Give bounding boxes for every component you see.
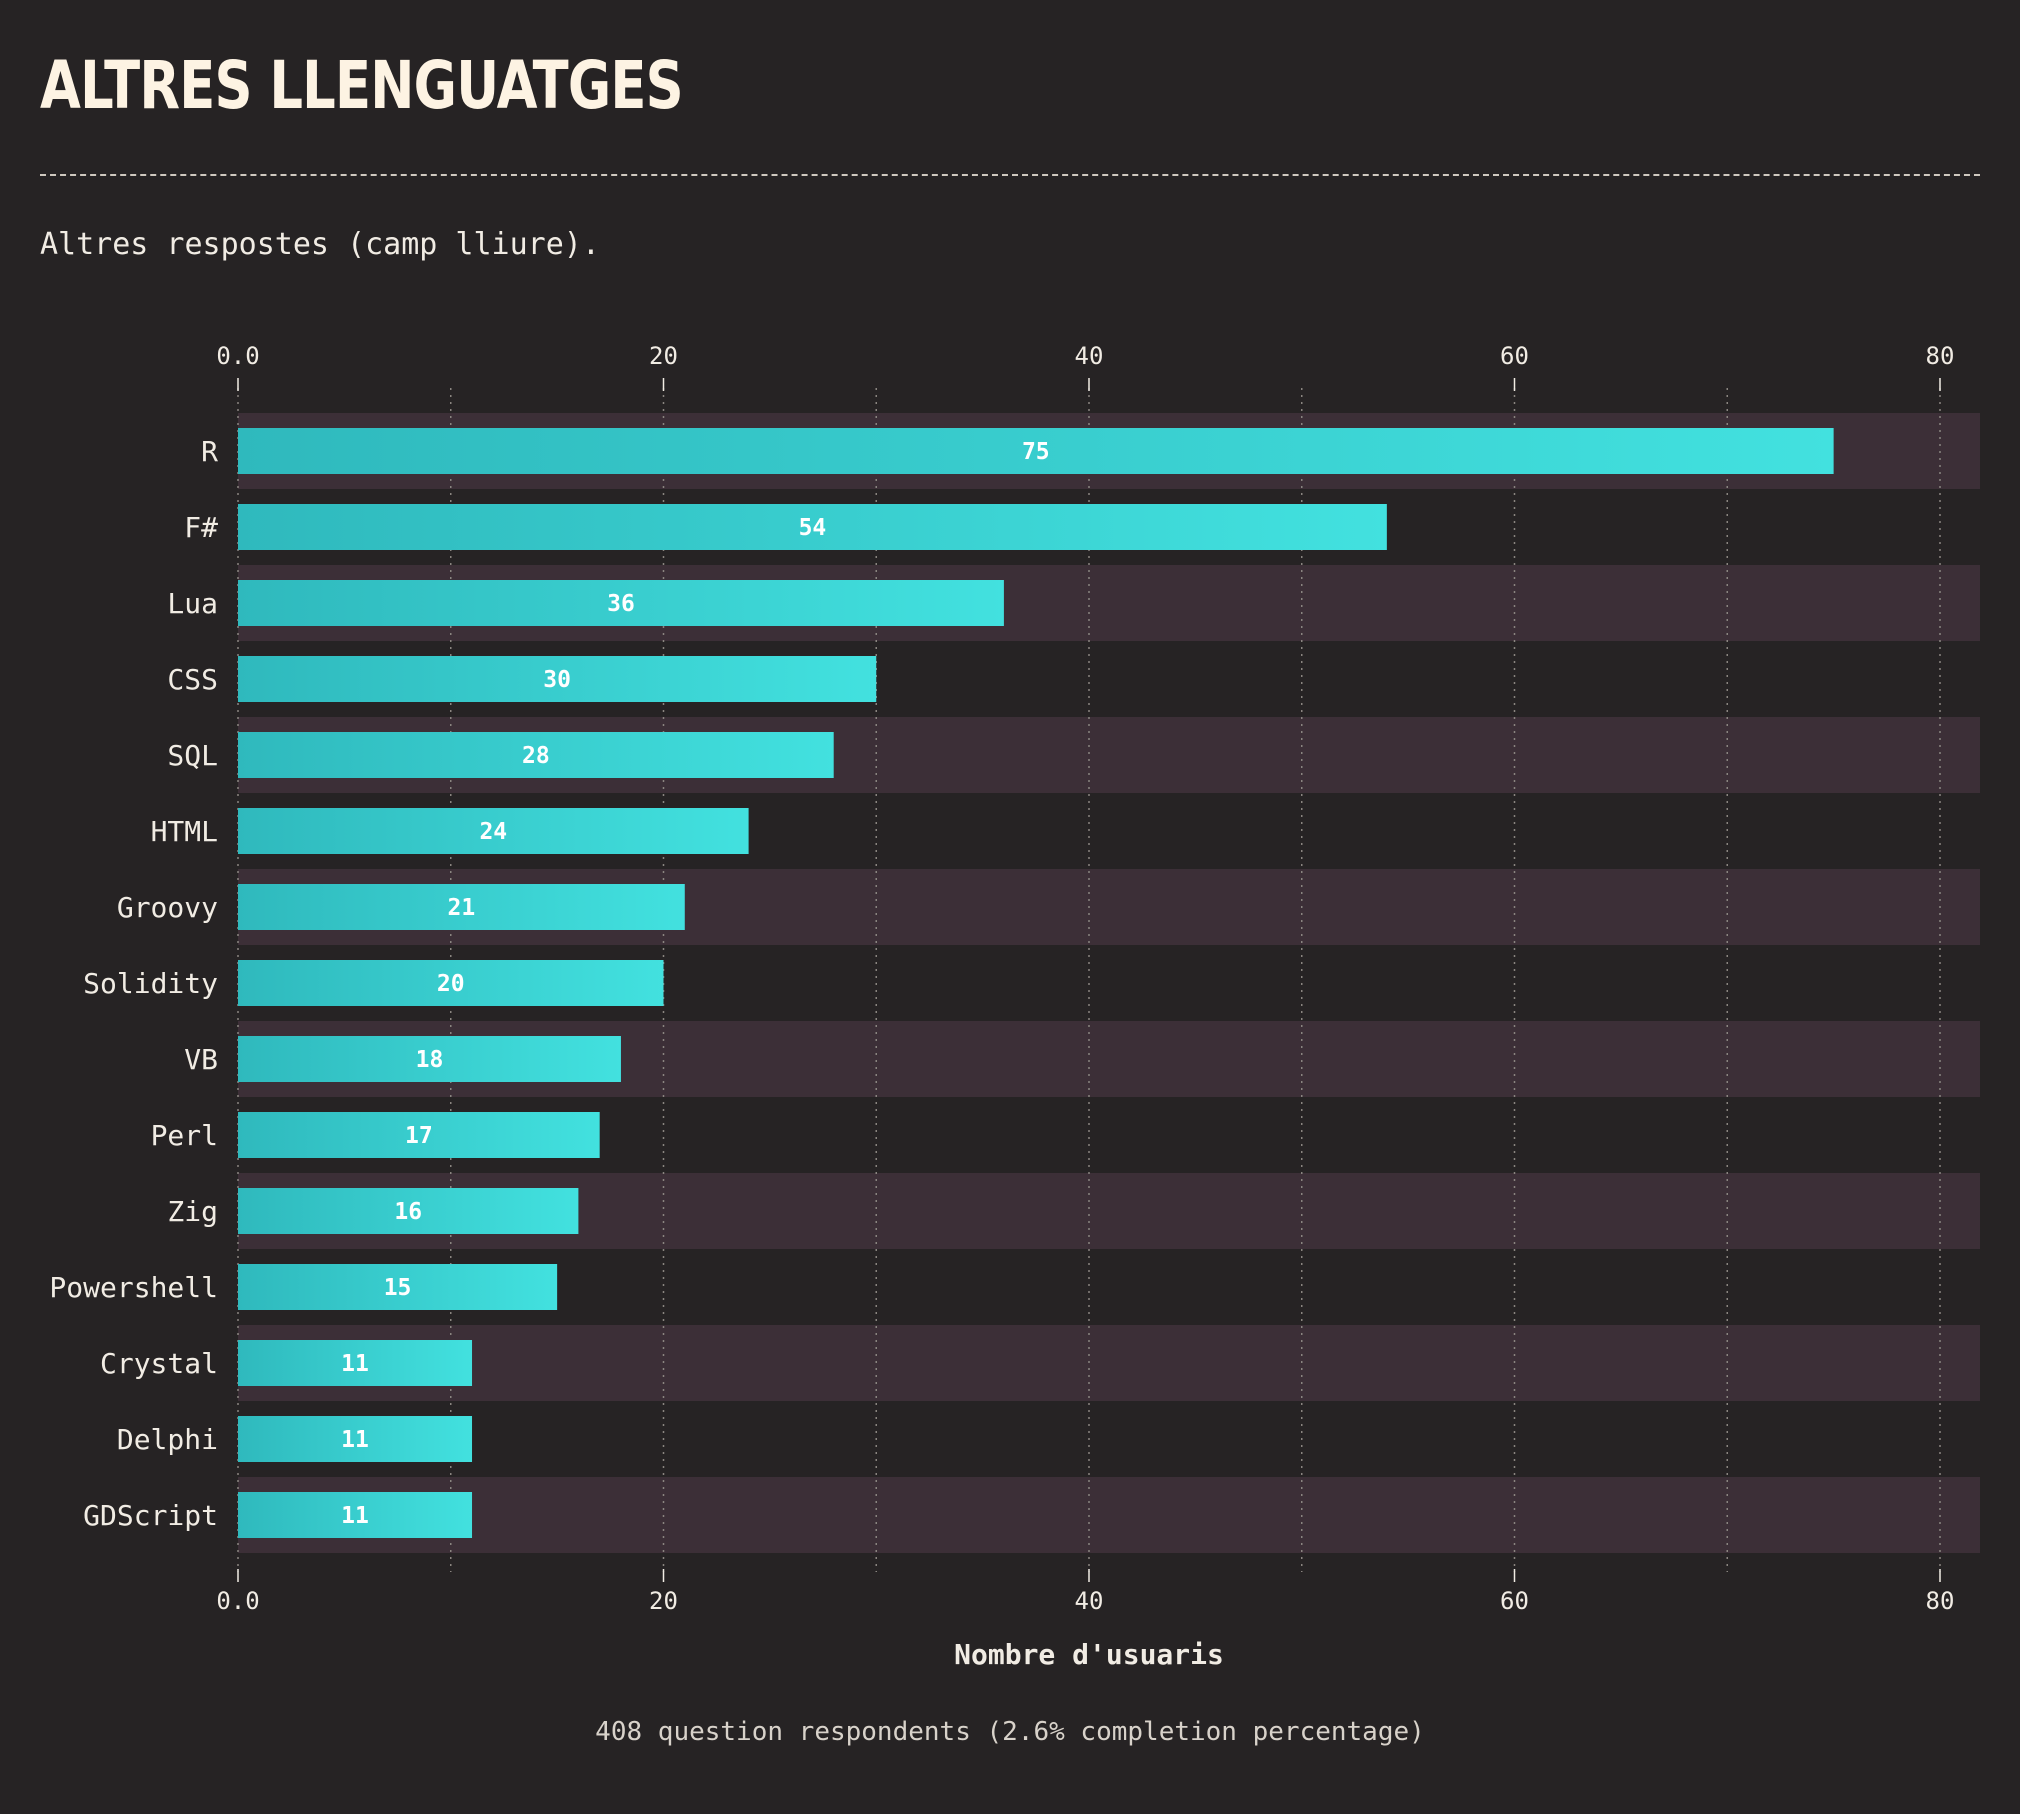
axes: 0.0 0.0 20 20 40 40 60 60 80 80 R F# Lua CSS SQL HTML Gr… <box>49 342 1954 1671</box>
category-label: Delphi <box>117 1423 218 1456</box>
bar-value-label: 21 <box>448 895 476 921</box>
bar-value-label: 15 <box>384 1275 412 1301</box>
x-tick-label-top: 40 <box>1075 342 1104 370</box>
x-tick-label-top: 60 <box>1500 342 1529 370</box>
category-label: Powershell <box>49 1271 218 1304</box>
page-title: ALTRES LLENGUATGES <box>40 47 684 124</box>
bar <box>238 1416 473 1462</box>
x-tick-label-bottom: 40 <box>1075 1587 1104 1615</box>
bar <box>238 884 685 930</box>
bar-value-label: 16 <box>394 1199 422 1225</box>
bar <box>238 1340 473 1386</box>
x-axis-label: Nombre d'usuaris <box>954 1638 1224 1671</box>
category-label: Zig <box>167 1195 218 1228</box>
category-label: Groovy <box>117 891 218 924</box>
category-label: R <box>201 435 218 468</box>
category-label: CSS <box>167 663 218 696</box>
bar-value-label: 17 <box>405 1123 433 1149</box>
x-tick-label-top: 80 <box>1926 342 1955 370</box>
bar-value-label: 11 <box>341 1503 369 1529</box>
bar-value-label: 11 <box>341 1427 369 1453</box>
bar-value-label: 11 <box>341 1351 369 1377</box>
bar-value-label: 28 <box>522 743 550 769</box>
title-divider <box>40 174 1980 176</box>
category-label: Lua <box>167 587 218 620</box>
x-tick-label-bottom: 0.0 <box>216 1587 259 1615</box>
x-tick-label-bottom: 80 <box>1926 1587 1955 1615</box>
x-tick-label-bottom: 20 <box>649 1587 678 1615</box>
bar-value-label: 54 <box>799 515 827 541</box>
bar <box>238 1188 579 1234</box>
bar <box>238 1492 473 1538</box>
bar <box>238 1112 600 1158</box>
row-band <box>238 1325 1980 1401</box>
category-label: Perl <box>151 1119 218 1152</box>
category-label: SQL <box>167 739 218 772</box>
bar <box>238 428 1834 474</box>
bars: 75 54 36 30 28 24 21 20 18 17 16 15 11 11 11 <box>238 428 1834 1538</box>
chart-subtitle: Altres respostes (camp lliure). <box>40 227 600 262</box>
bar-value-label: 20 <box>437 971 465 997</box>
x-tick-label-top: 20 <box>649 342 678 370</box>
bar-value-label: 24 <box>479 819 507 845</box>
bar-value-label: 75 <box>1022 439 1050 465</box>
respondents-note: 408 question respondents (2.6% completio… <box>595 1717 1425 1747</box>
row-band <box>238 1477 1980 1553</box>
bar <box>238 1264 558 1310</box>
bar-value-label: 30 <box>543 667 571 693</box>
category-label: Solidity <box>83 967 218 1000</box>
bar-value-label: 18 <box>416 1047 444 1073</box>
bar <box>238 656 877 702</box>
category-label: VB <box>184 1043 218 1076</box>
bar <box>238 580 1004 626</box>
category-label: HTML <box>151 815 218 848</box>
category-label: F# <box>184 511 218 544</box>
bar <box>238 960 664 1006</box>
category-label: Crystal <box>100 1347 218 1380</box>
x-tick-label-top: 0.0 <box>216 342 259 370</box>
bar-value-label: 36 <box>607 591 635 617</box>
x-tick-label-bottom: 60 <box>1500 1587 1529 1615</box>
bar <box>238 1036 621 1082</box>
bar <box>238 504 1387 550</box>
bar <box>238 808 749 854</box>
bar <box>238 732 834 778</box>
category-label: GDScript <box>83 1499 218 1532</box>
